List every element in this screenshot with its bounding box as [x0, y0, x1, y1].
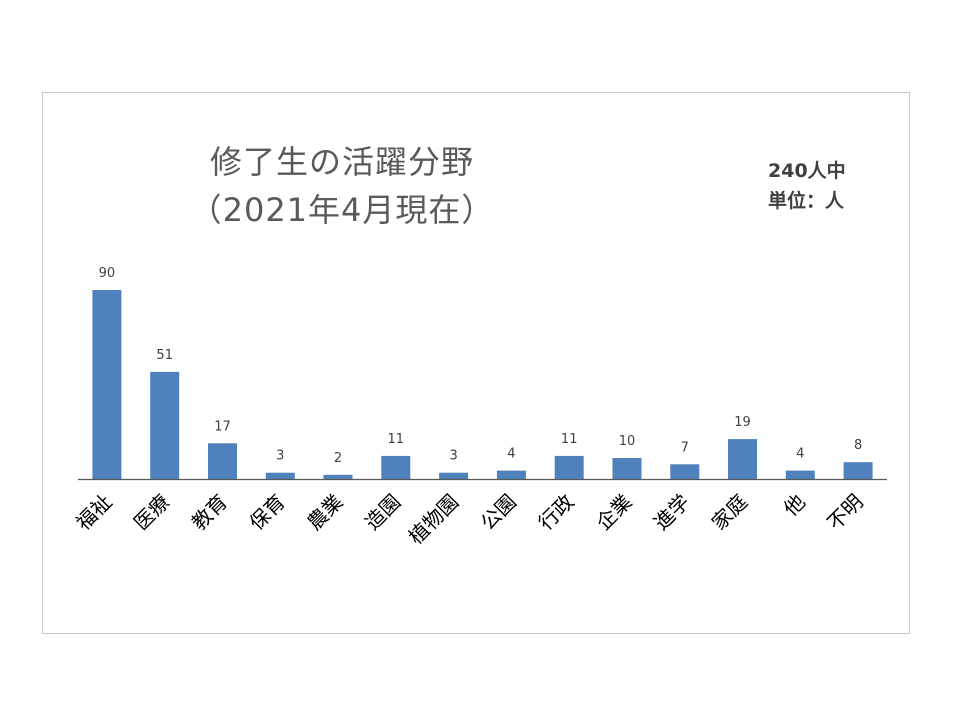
bars-group	[92, 290, 873, 479]
chart-note-unit: 単位：人	[768, 190, 845, 212]
category-label-6: 植物園	[404, 490, 463, 549]
category-label-4: 農業	[302, 490, 347, 535]
chart-note: 240人中 単位：人	[768, 156, 846, 216]
bar-12	[785, 470, 815, 479]
value-label-12: 4	[796, 447, 804, 462]
bar-9	[612, 458, 642, 479]
chart-title-line-2: （2021年4月現在）	[189, 191, 495, 229]
bar-2	[208, 443, 237, 479]
bar-7	[496, 470, 526, 479]
bar-4	[323, 474, 353, 479]
chart-note-total: 240人中	[768, 160, 846, 182]
bar-8	[554, 455, 584, 479]
category-label-10: 進学	[649, 490, 694, 535]
category-label-13: 不明	[822, 490, 867, 535]
category-labels-group: 福祉 医療 教育 保育 農業 造園植物園 公園 行政 企業 進学 家庭他不明	[71, 490, 867, 549]
value-label-4: 2	[334, 451, 342, 466]
category-label-12: 他	[779, 490, 810, 521]
chart-frame	[42, 92, 910, 634]
category-label-5: 造園	[360, 490, 405, 535]
category-label-8: 行政	[533, 490, 578, 535]
bar-13	[843, 462, 873, 479]
value-label-6: 3	[449, 449, 457, 464]
value-label-11: 19	[734, 415, 751, 430]
category-label-0: 福祉	[71, 490, 116, 535]
bar-11	[728, 439, 757, 479]
category-label-3: 保育	[245, 490, 290, 535]
value-label-0: 90	[99, 266, 116, 281]
bar-3	[265, 472, 295, 479]
category-label-9: 企業	[591, 490, 636, 535]
bar-1	[150, 371, 180, 479]
category-label-11: 家庭	[707, 490, 752, 535]
value-label-1: 51	[156, 348, 173, 363]
chart-title-line-1: 修了生の活躍分野	[209, 143, 474, 181]
value-labels-group: 90 51 17 3 2 11 3 4 11 10 7 19 4 8	[99, 266, 863, 466]
bar-6	[439, 472, 469, 479]
category-label-1: 医療	[129, 490, 174, 535]
value-label-10: 7	[681, 440, 689, 455]
value-label-7: 4	[507, 447, 515, 462]
category-label-2: 教育	[187, 490, 232, 535]
value-label-2: 17	[214, 419, 231, 434]
chart-title: 修了生の活躍分野 （2021年4月現在）	[42, 138, 642, 234]
value-label-5: 11	[388, 432, 405, 447]
value-label-13: 8	[854, 438, 862, 453]
bar-10	[670, 464, 700, 479]
bar-0	[92, 290, 122, 479]
category-label-7: 公園	[476, 490, 521, 535]
value-label-8: 11	[561, 432, 578, 447]
value-label-3: 3	[276, 449, 284, 464]
value-label-9: 10	[619, 434, 636, 449]
bar-5	[381, 455, 411, 479]
